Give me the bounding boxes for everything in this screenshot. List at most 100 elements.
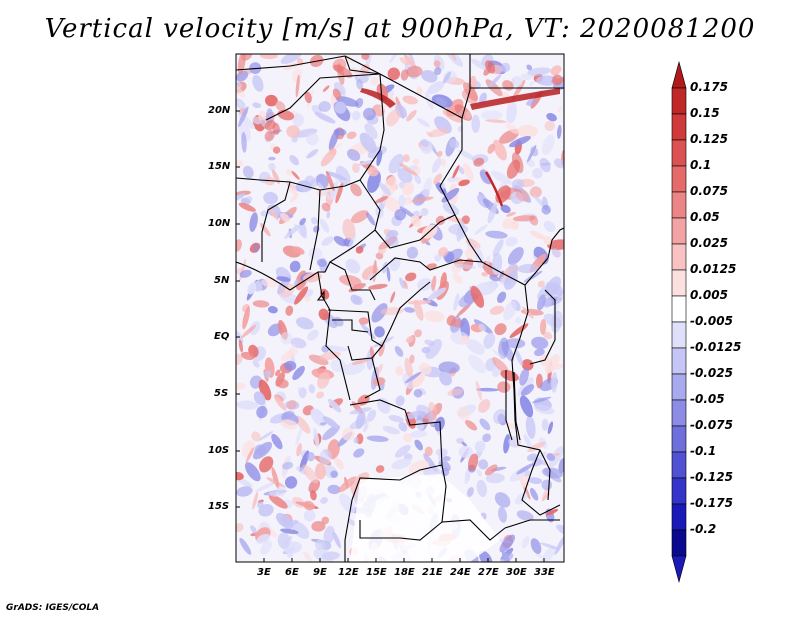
- field-patch: [303, 551, 312, 562]
- field-patch: [447, 176, 458, 183]
- field-patch: [252, 102, 262, 109]
- field-patch: [259, 456, 274, 473]
- field-patch: [424, 310, 445, 323]
- field-patch: [485, 119, 507, 123]
- lon-label: 6E: [285, 567, 299, 578]
- colorbar-swatch: [671, 295, 687, 323]
- field-patch: [479, 550, 493, 562]
- field-patch: [303, 500, 315, 511]
- field-patch: [259, 54, 278, 60]
- field-patch: [434, 67, 442, 76]
- field-patch: [464, 471, 471, 482]
- field-patch: [506, 212, 516, 217]
- field-patch: [292, 365, 305, 381]
- field-patch: [242, 165, 254, 179]
- field-patch: [320, 148, 337, 167]
- footer-credit: GrADS: IGES/COLA: [6, 603, 100, 613]
- field-patch: [531, 336, 549, 350]
- field-patch: [515, 189, 530, 202]
- colorbar-swatch: [671, 87, 687, 115]
- field-patch: [407, 300, 432, 305]
- lat-label: EQ: [214, 331, 230, 342]
- field-patch: [505, 123, 520, 135]
- field-patch: [272, 146, 281, 154]
- field-patch: [268, 491, 281, 497]
- field-patch: [499, 534, 516, 553]
- field-patch: [313, 427, 320, 448]
- field-patch: [475, 380, 482, 401]
- field-patch: [249, 212, 258, 232]
- field-patch: [236, 523, 244, 533]
- field-patch: [427, 81, 445, 95]
- field-patch: [327, 484, 341, 495]
- field-patch: [314, 112, 336, 124]
- field-patch: [280, 212, 290, 223]
- field-patch: [537, 294, 546, 311]
- field-patch: [487, 203, 498, 224]
- field-patch: [362, 421, 369, 433]
- field-patch: [379, 182, 391, 196]
- field-patch: [339, 493, 356, 514]
- field-patch: [332, 88, 342, 100]
- field-patch: [530, 538, 542, 554]
- field-patch: [285, 305, 294, 316]
- field-patch: [332, 531, 342, 549]
- field-patch: [386, 109, 401, 127]
- field-patch: [519, 395, 534, 418]
- field-patch: [515, 316, 522, 324]
- field-patch: [302, 464, 319, 484]
- field-patch: [457, 149, 476, 161]
- field-patch: [335, 165, 351, 186]
- field-patch: [403, 54, 417, 68]
- colorbar-label: -0.175: [690, 496, 733, 510]
- field-patch: [296, 443, 302, 457]
- field-patch: [318, 308, 330, 321]
- field-patch: [417, 278, 433, 291]
- field-patch: [487, 74, 502, 89]
- lon-label: 9E: [313, 567, 327, 578]
- field-patch: [442, 71, 451, 84]
- lat-label: 5S: [214, 388, 229, 399]
- field-patch: [465, 420, 478, 431]
- field-patch: [250, 525, 257, 534]
- field-patch: [557, 124, 562, 139]
- field-patch: [378, 242, 387, 255]
- field-patch: [532, 396, 552, 404]
- field-patch: [511, 75, 523, 87]
- field-patch: [351, 210, 369, 224]
- field-patch: [284, 476, 298, 489]
- field-patch: [443, 456, 451, 462]
- field-patch: [468, 354, 486, 374]
- field-patch: [240, 351, 255, 360]
- field-patch: [306, 149, 319, 159]
- field-patch: [541, 418, 549, 431]
- field-patch: [375, 465, 385, 473]
- field-patch: [236, 239, 242, 252]
- field-patch: [395, 365, 404, 376]
- field-patch: [325, 171, 348, 181]
- field-patch: [523, 270, 543, 283]
- lon-label: 24E: [450, 567, 471, 578]
- field-patch: [550, 65, 562, 76]
- field-patch: [426, 131, 433, 138]
- field-patch: [347, 233, 357, 253]
- field-patch: [408, 460, 430, 474]
- field-patch: [338, 274, 362, 287]
- field-patch: [349, 407, 372, 415]
- field-patch: [256, 533, 270, 544]
- field-patch: [447, 388, 464, 397]
- field-patch: [529, 215, 539, 226]
- field-patch: [265, 94, 278, 107]
- field-patch: [465, 238, 481, 249]
- field-patch: [280, 528, 299, 535]
- field-patch: [445, 248, 463, 264]
- field-patch: [306, 451, 315, 462]
- field-patch: [459, 335, 470, 344]
- field-patch: [268, 156, 276, 161]
- field-patch: [428, 128, 449, 137]
- field-patch: [367, 170, 381, 193]
- map-frame: [235, 53, 565, 563]
- field-patch: [498, 337, 509, 359]
- field-patch: [542, 331, 553, 340]
- field-patch: [328, 398, 342, 413]
